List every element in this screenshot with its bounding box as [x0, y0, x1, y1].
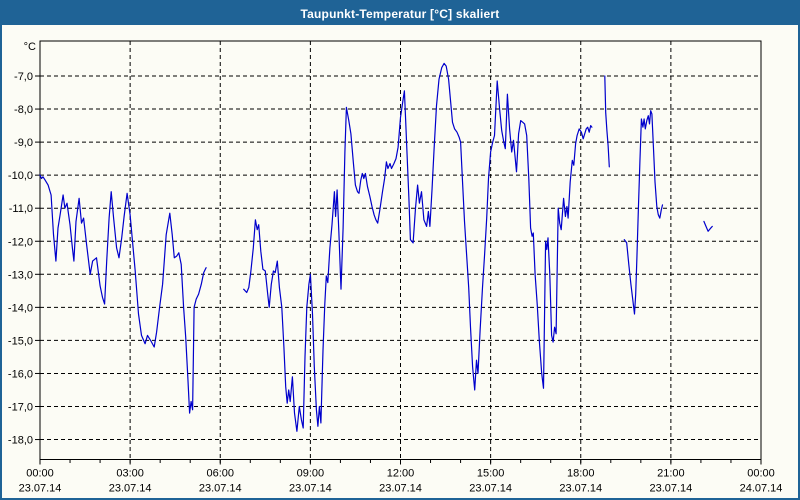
- data-line-segment: [623, 110, 664, 315]
- x-tick-date-label: 23.07.14: [559, 483, 602, 495]
- x-tick-date-label: 23.07.14: [379, 483, 422, 495]
- data-line-segment: [39, 174, 207, 414]
- x-tick-time-label: 00:00: [747, 468, 775, 480]
- y-tick-label: -13,0: [8, 269, 33, 281]
- x-tick-date-label: 24.07.14: [740, 483, 783, 495]
- x-tick-time-label: 06:00: [206, 468, 234, 480]
- x-tick-date-label: 23.07.14: [469, 483, 512, 495]
- y-tick-label: -7,0: [14, 71, 33, 83]
- y-tick-label: -10,0: [8, 170, 33, 182]
- x-tick-date-label: 23.07.14: [199, 483, 242, 495]
- x-tick-date-label: 23.07.14: [109, 483, 152, 495]
- y-tick-label: -11,0: [9, 203, 33, 215]
- y-tick-label: -17,0: [8, 402, 33, 414]
- chart-title: Taupunkt-Temperatur [°C] skaliert: [300, 6, 500, 21]
- x-tick-time-label: 00:00: [26, 468, 54, 480]
- data-line-segment: [604, 75, 610, 168]
- x-tick-time-label: 21:00: [657, 468, 685, 480]
- y-tick-label: -9,0: [14, 137, 33, 149]
- x-tick-time-label: 18:00: [567, 468, 595, 480]
- window-titlebar: Taupunkt-Temperatur [°C] skaliert: [2, 2, 798, 25]
- y-tick-label: -18,0: [8, 435, 33, 447]
- x-tick-date-label: 23.07.14: [649, 483, 692, 495]
- y-tick-label: -14,0: [8, 302, 33, 314]
- x-tick-time-label: 15:00: [477, 468, 505, 480]
- y-tick-label: -8,0: [14, 104, 33, 116]
- x-tick-time-label: 09:00: [297, 468, 325, 480]
- y-axis-unit-label: °C: [24, 41, 36, 53]
- data-line-segment: [703, 220, 713, 232]
- chart-container: -7,0 -8,0 -9,0 -10,0 -11,0 -12,0 -13,0 -14,0 -15…: [2, 25, 798, 498]
- x-tick-date-label: 23.07.14: [289, 483, 332, 495]
- y-tick-label: -15,0: [8, 335, 33, 347]
- x-tick-time-label: 03:00: [116, 468, 144, 480]
- x-tick-date-label: 23.07.14: [19, 483, 62, 495]
- x-tick-time-label: 12:00: [387, 468, 415, 480]
- line-chart: -7,0 -8,0 -9,0 -10,0 -11,0 -12,0 -13,0 -14,0 -15…: [8, 40, 783, 495]
- y-tick-label: -16,0: [8, 368, 33, 380]
- y-tick-label: -12,0: [8, 236, 33, 248]
- plot-border: [39, 40, 762, 460]
- data-line-segment: [243, 62, 593, 432]
